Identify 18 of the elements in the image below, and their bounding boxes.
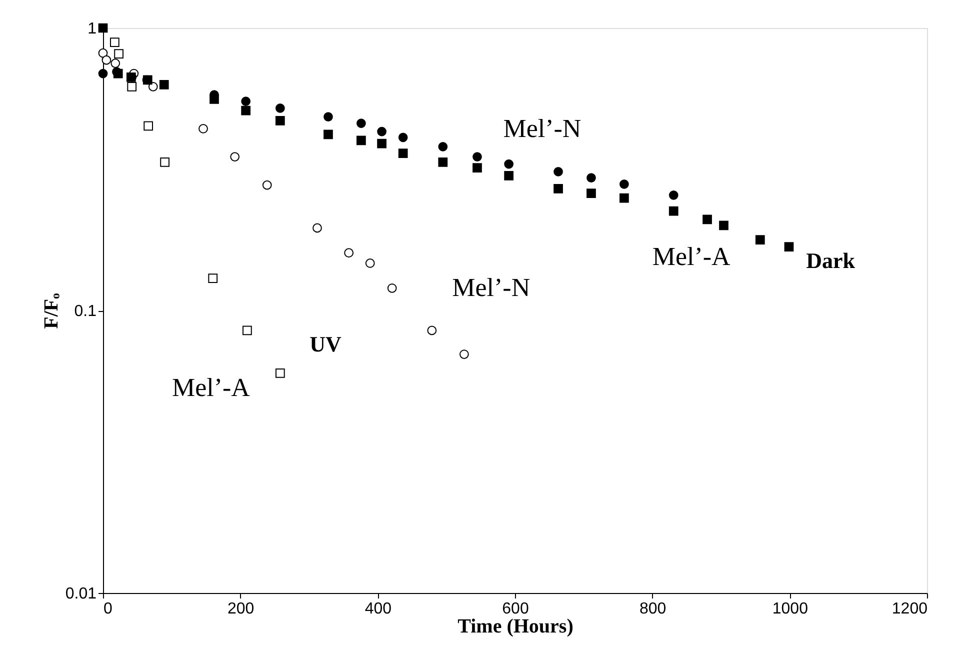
x-tick-label: 1200 xyxy=(892,600,928,618)
y-tick-label: 0.1 xyxy=(74,303,97,320)
x-tick-label: 200 xyxy=(227,600,254,618)
series-label: Mel’-N xyxy=(503,114,582,144)
x-tick-label: 400 xyxy=(364,600,392,618)
x-tick-label: 800 xyxy=(639,600,666,618)
y-tick-label: 1 xyxy=(88,20,97,38)
series-label: Mel’-A xyxy=(652,242,731,271)
y-tick-label: 0.01 xyxy=(65,586,97,602)
annotation: UV xyxy=(310,331,342,356)
series-label: Mel’-A xyxy=(172,372,250,402)
y-axis-title: F/Fₒ xyxy=(40,292,62,329)
x-tick-label: 1000 xyxy=(772,600,808,618)
x-axis-title: Time (Hours) xyxy=(458,616,574,638)
x-tick-label: 0 xyxy=(104,600,112,618)
annotation: Dark xyxy=(806,248,856,273)
x-tick-label: 600 xyxy=(502,600,529,618)
series-label: Mel’-N xyxy=(452,272,530,302)
